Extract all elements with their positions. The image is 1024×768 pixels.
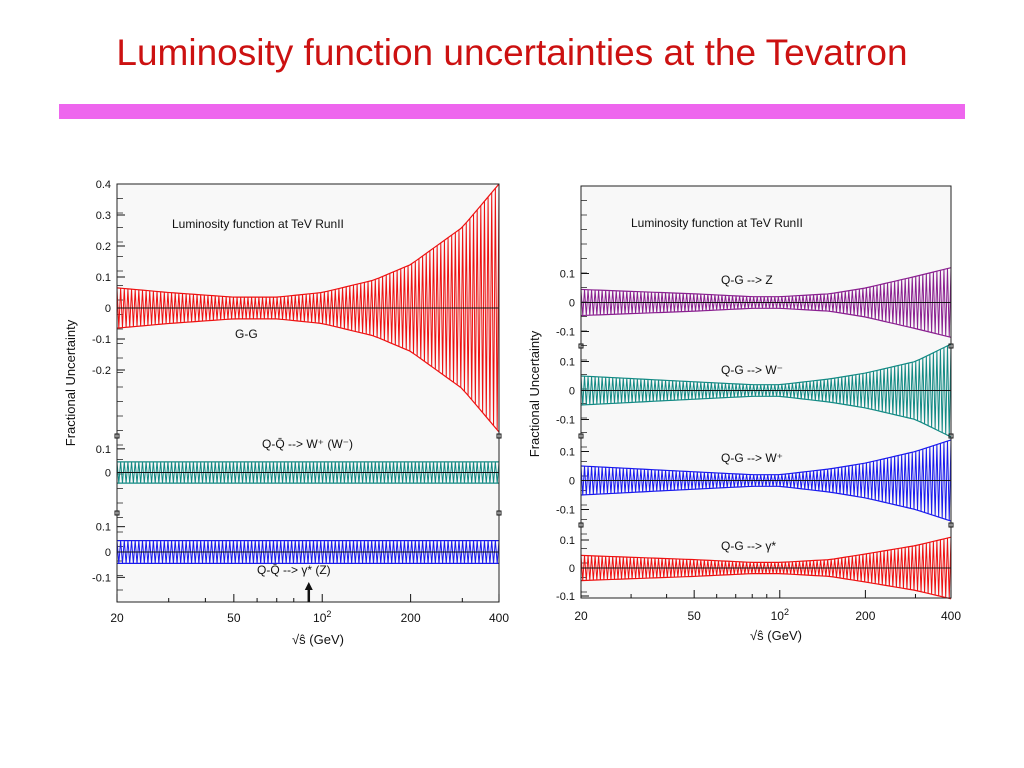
y-tick-label: 0 <box>569 298 575 310</box>
y-tick-label: 0.1 <box>96 272 111 284</box>
chart-annotation-title: Luminosity function at TeV RunII <box>172 217 344 231</box>
y-tick-label: 0 <box>569 476 575 488</box>
x-tick-label: 400 <box>941 609 961 623</box>
panel-4: 0.1 0 -0.1 Q-G --> γ* <box>556 522 954 603</box>
y-tick-label: 0.1 <box>96 444 111 456</box>
y-tick-label: 0.3 <box>96 210 111 222</box>
panel-label: Q-G --> W⁺ <box>721 451 783 465</box>
band-lower-envelope <box>580 485 952 522</box>
y-tick-label: -0.1 <box>556 505 575 517</box>
y-tick-label: 0 <box>105 303 111 315</box>
band-upper-envelope <box>580 439 952 476</box>
y-tick-label: -0.1 <box>556 591 575 603</box>
y-tick-label: 0 <box>105 468 111 480</box>
band-upper-envelope <box>580 536 952 563</box>
x-axis-label: √ŝ (GeV) <box>750 628 802 643</box>
band-lower-envelope <box>116 318 500 433</box>
y-tick-label: 0 <box>569 563 575 575</box>
title-rule <box>59 104 965 119</box>
x-tick-label: 200 <box>855 609 875 623</box>
panel-1: 0.1 0 -0.1 Q-G --> Z <box>556 267 952 339</box>
panel-label: Q-G --> Z <box>721 273 773 287</box>
y-axis-label: Fractional Uncertainty <box>63 319 78 446</box>
y-tick-label: 0.2 <box>96 241 111 253</box>
mass-marker-arrow <box>304 582 313 590</box>
left-chart: 0.4 0.3 0.2 0.1 0 -0.1 -0.2 G-G 0.1 0 Q-Q̄ --> W⁺ … <box>57 178 511 650</box>
y-tick-label: 0.1 <box>560 357 575 369</box>
panel-2: 0.1 0 -0.1 Q-G --> W⁻ <box>556 343 954 438</box>
band-lower-envelope <box>580 395 952 438</box>
y-tick-label: 0 <box>105 547 111 559</box>
chart-annotation-title: Luminosity function at TeV RunII <box>631 216 803 230</box>
y-tick-label: -0.1 <box>556 327 575 339</box>
panel-2: 0.1 0 Q-Q̄ --> W⁺ (W⁻) <box>96 433 502 484</box>
band-upper-envelope <box>580 343 952 386</box>
panel-label: G-G <box>235 327 258 341</box>
x-tick-label: 20 <box>110 611 124 625</box>
x-tick-label: 50 <box>227 611 241 625</box>
x-tick-label: 20 <box>574 609 588 623</box>
y-tick-label: -0.1 <box>92 572 111 584</box>
y-tick-label: 0.1 <box>560 447 575 459</box>
y-tick-label: 0.4 <box>96 179 111 191</box>
panel-label: Q-Q̄ --> W⁺ (W⁻) <box>262 437 353 451</box>
x-tick-label: 50 <box>687 609 701 623</box>
panel-1: 0.4 0.3 0.2 0.1 0 -0.1 -0.2 G-G <box>92 179 500 433</box>
slide-title: Luminosity function uncertainties at the… <box>116 32 908 73</box>
y-tick-label: -0.1 <box>92 334 111 346</box>
plot-frame <box>580 185 952 599</box>
y-tick-label: 0.1 <box>560 535 575 547</box>
panel-3: 0.1 0 -0.1 Q-G --> W⁺ <box>556 433 954 522</box>
panel-label: Q-Q̄ --> γ* (Z) <box>257 563 331 577</box>
y-tick-label: -0.2 <box>92 365 111 377</box>
plot-area <box>581 186 951 598</box>
y-tick-label: -0.1 <box>556 415 575 427</box>
x-tick-label: 200 <box>401 611 421 625</box>
panel-label: Q-G --> γ* <box>721 539 776 553</box>
y-tick-label: 0.1 <box>560 269 575 281</box>
right-chart: 0.1 0 -0.1 Q-G --> Z 0.1 0 -0.1 Q-G --> W⁻ 0.1 0 -… <box>521 184 965 644</box>
y-tick-label: 0.1 <box>96 522 111 534</box>
x-axis-label: √ŝ (GeV) <box>292 632 344 647</box>
y-axis-label: Fractional Uncertainty <box>527 330 542 457</box>
plot-area <box>117 184 499 602</box>
band-upper-envelope <box>580 267 952 298</box>
panel-3: 0.1 0 -0.1 Q-Q̄ --> γ* (Z) <box>92 510 502 584</box>
panel-label: Q-G --> W⁻ <box>721 363 783 377</box>
x-tick-label: 400 <box>489 611 509 625</box>
band-lower-envelope <box>580 307 952 338</box>
y-tick-label: 0 <box>569 386 575 398</box>
band-lower-envelope <box>580 573 952 600</box>
band-upper-envelope <box>116 183 500 298</box>
